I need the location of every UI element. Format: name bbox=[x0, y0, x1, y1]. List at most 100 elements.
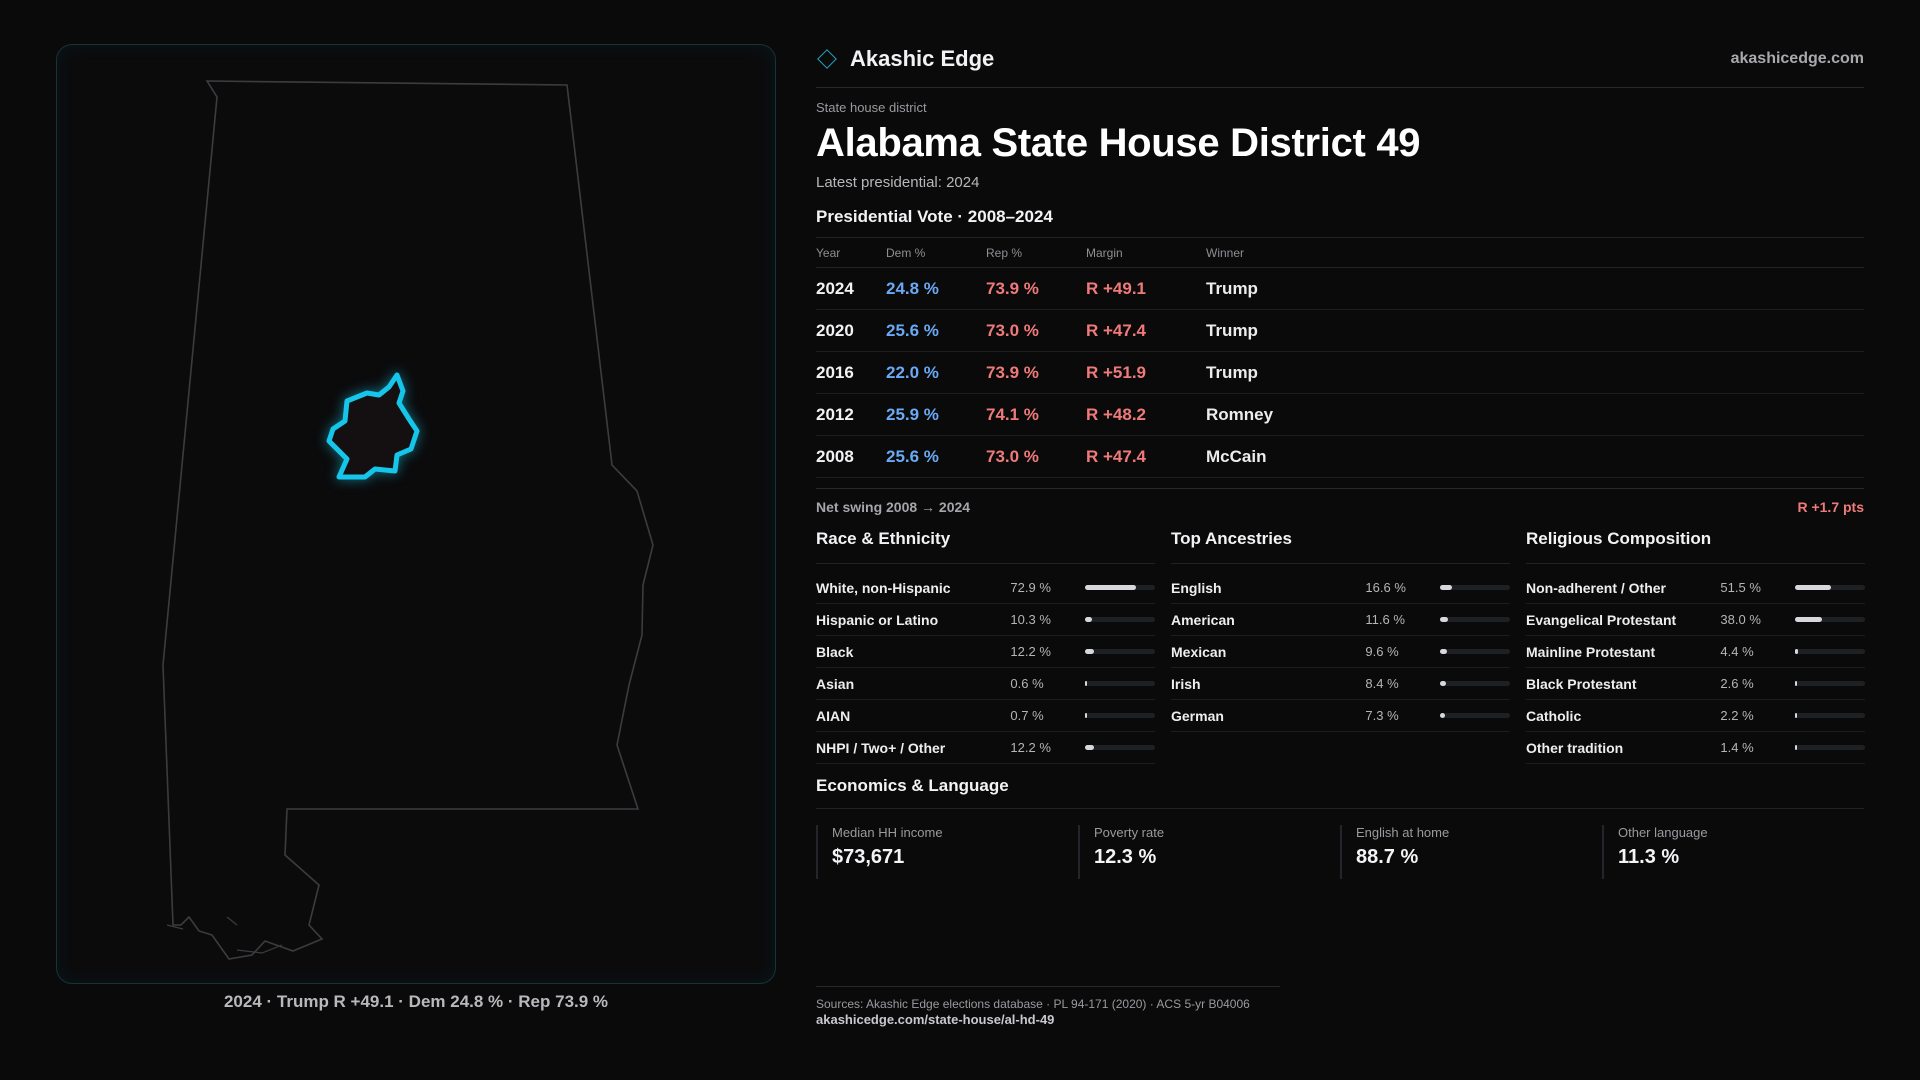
col-rep: Rep % bbox=[986, 237, 1086, 268]
site-link[interactable]: akashicedge.com bbox=[1730, 49, 1864, 67]
item-percent: 2.2 % bbox=[1720, 708, 1754, 723]
margin-cell: R +49.1 bbox=[1086, 267, 1206, 310]
col-winner: Winner bbox=[1206, 237, 1864, 268]
religion-list: Non-adherent / Other 51.5 % Evangelical Pr… bbox=[1526, 572, 1865, 764]
source-url-link[interactable]: akashicedge.com/state-house/al-hd-49 bbox=[816, 1012, 1055, 1027]
stat-english-at-home: English at home 88.7 % bbox=[1340, 825, 1602, 879]
brand-name: Akashic Edge bbox=[850, 45, 995, 71]
percent-bar-fill bbox=[1085, 745, 1094, 750]
stat-label: Median HH income bbox=[832, 825, 943, 840]
religion-heading: Religious Composition bbox=[1526, 529, 1865, 564]
item-label: White, non-Hispanic bbox=[816, 579, 951, 596]
coastline-detail bbox=[166, 916, 283, 954]
winner-cell: Trump bbox=[1206, 267, 1864, 310]
year-cell: 2016 bbox=[816, 351, 886, 394]
district-type: State house district bbox=[816, 100, 927, 115]
item-percent: 38.0 % bbox=[1720, 612, 1761, 627]
stat-value: $73,671 bbox=[832, 846, 905, 868]
item-label: German bbox=[1171, 707, 1224, 724]
percent-bar-fill bbox=[1795, 681, 1798, 686]
item-label: English bbox=[1171, 579, 1222, 596]
diamond-logo-icon bbox=[817, 48, 837, 69]
net-swing-value: R +1.7 pts bbox=[1797, 499, 1864, 515]
list-item: Other tradition 1.4 % bbox=[1526, 732, 1865, 764]
map-caption: 2024 · Trump R +49.1 · Dem 24.8 % · Rep … bbox=[223, 992, 609, 1011]
list-item: Hispanic or Latino 10.3 % bbox=[816, 604, 1155, 636]
percent-bar-fill bbox=[1085, 617, 1093, 622]
net-swing: Net swing 2008 → 2024 R +1.7 pts bbox=[816, 488, 1864, 515]
item-percent: 12.2 % bbox=[1010, 740, 1051, 755]
item-label: Non-adherent / Other bbox=[1526, 579, 1667, 596]
percent-bar bbox=[1795, 617, 1865, 622]
dem-cell: 22.0 % bbox=[886, 351, 986, 394]
dem-cell: 25.6 % bbox=[886, 309, 986, 352]
list-item: Irish 8.4 % bbox=[1171, 668, 1510, 700]
percent-bar-fill bbox=[1795, 713, 1798, 718]
item-label: NHPI / Two+ / Other bbox=[816, 739, 946, 756]
economics-stats: Median HH income $73,671 Poverty rate 12… bbox=[816, 825, 1864, 879]
percent-bar-fill bbox=[1440, 649, 1447, 654]
brand-row: Akashic Edge akashicedge.com bbox=[816, 40, 1864, 88]
item-label: Mainline Protestant bbox=[1526, 643, 1656, 660]
brand[interactable]: Akashic Edge bbox=[816, 46, 994, 72]
percent-bar bbox=[1440, 681, 1510, 686]
table-row: 2020 25.6 % 73.0 % R +47.4 Trump bbox=[816, 309, 1864, 352]
list-item: Asian 0.6 % bbox=[816, 668, 1155, 700]
dem-cell: 25.6 % bbox=[886, 435, 986, 478]
content: Akashic Edge akashicedge.com State house… bbox=[816, 40, 1865, 879]
rep-cell: 74.1 % bbox=[986, 393, 1086, 436]
item-percent: 11.6 % bbox=[1365, 612, 1405, 627]
item-percent: 9.6 % bbox=[1365, 644, 1399, 659]
item-label: Black Protestant bbox=[1526, 675, 1637, 692]
stat-median-income: Median HH income $73,671 bbox=[816, 825, 1078, 879]
latest-presidential: Latest presidential: 2024 bbox=[816, 174, 980, 191]
list-item: Mainline Protestant 4.4 % bbox=[1526, 636, 1865, 668]
percent-bar-fill bbox=[1440, 713, 1446, 718]
percent-bar bbox=[1085, 681, 1155, 686]
percent-bar bbox=[1440, 585, 1510, 590]
map-panel[interactable] bbox=[56, 44, 776, 984]
margin-cell: R +51.9 bbox=[1086, 351, 1206, 394]
economics-heading: Economics & Language bbox=[816, 776, 1864, 809]
percent-bar bbox=[1085, 745, 1155, 750]
percent-bar bbox=[1440, 617, 1510, 622]
percent-bar bbox=[1085, 585, 1155, 590]
race-ethnicity-section: Race & Ethnicity White, non-Hispanic 72.9… bbox=[816, 529, 1155, 764]
item-percent: 0.7 % bbox=[1010, 708, 1044, 723]
item-percent: 8.4 % bbox=[1365, 676, 1399, 691]
item-label: Evangelical Protestant bbox=[1526, 611, 1677, 628]
rep-cell: 73.0 % bbox=[986, 435, 1086, 478]
stat-other-language: Other language 11.3 % bbox=[1602, 825, 1864, 879]
page-title: Alabama State House District 49 bbox=[816, 121, 1421, 165]
margin-cell: R +47.4 bbox=[1086, 309, 1206, 352]
table-header-row: Year Dem % Rep % Margin Winner bbox=[816, 237, 1864, 268]
list-item: American 11.6 % bbox=[1171, 604, 1510, 636]
percent-bar bbox=[1795, 585, 1865, 590]
percent-bar bbox=[1795, 745, 1865, 750]
sources-text: Sources: Akashic Edge elections database… bbox=[816, 997, 1250, 1011]
rep-cell: 73.9 % bbox=[986, 267, 1086, 310]
margin-cell: R +48.2 bbox=[1086, 393, 1206, 436]
percent-bar-fill bbox=[1085, 649, 1094, 654]
table-row: 2012 25.9 % 74.1 % R +48.2 Romney bbox=[816, 393, 1864, 436]
percent-bar bbox=[1085, 713, 1155, 718]
state-outline bbox=[162, 80, 654, 960]
percent-bar-fill bbox=[1440, 585, 1452, 590]
sources: Sources: Akashic Edge elections database… bbox=[816, 986, 1280, 1029]
list-item: Black Protestant 2.6 % bbox=[1526, 668, 1865, 700]
ancestry-list: English 16.6 % American 11.6 % Mexican 9.6 % I… bbox=[1171, 572, 1510, 732]
religion-section: Religious Composition Non-adherent / Oth… bbox=[1526, 529, 1865, 764]
percent-bar-fill bbox=[1440, 617, 1449, 622]
district-49-shape[interactable] bbox=[326, 372, 420, 480]
net-swing-label: Net swing 2008 → 2024 bbox=[816, 499, 971, 515]
item-label: Black bbox=[816, 643, 854, 660]
year-cell: 2008 bbox=[816, 435, 886, 478]
winner-cell: Trump bbox=[1206, 309, 1864, 352]
item-percent: 4.4 % bbox=[1720, 644, 1754, 659]
item-label: Mexican bbox=[1171, 643, 1227, 660]
item-label: AIAN bbox=[816, 707, 851, 724]
demographics: Race & Ethnicity White, non-Hispanic 72.9… bbox=[816, 529, 1865, 764]
winner-cell: Romney bbox=[1206, 393, 1864, 436]
stat-value: 11.3 % bbox=[1618, 846, 1680, 868]
stat-value: 12.3 % bbox=[1094, 846, 1157, 868]
